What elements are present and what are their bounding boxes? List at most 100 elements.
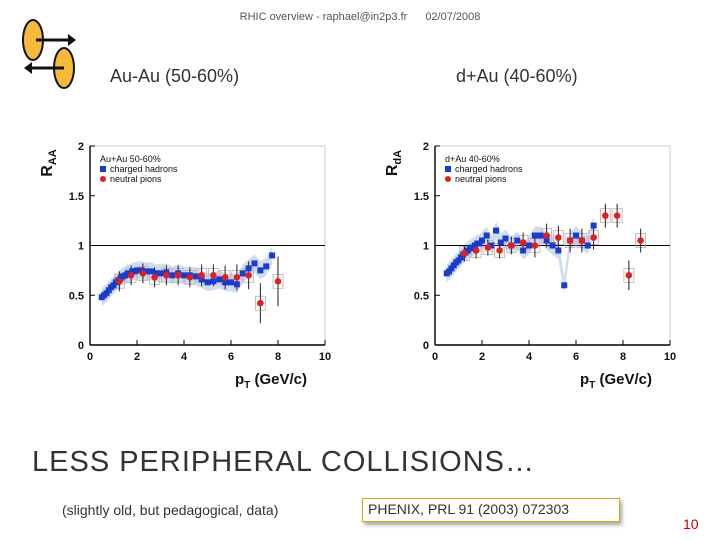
auau-hadron-point [245, 265, 252, 272]
auau-y-tick-label: 0.5 [69, 290, 84, 302]
dau-hadron-point [561, 282, 568, 289]
dau-hadron-point [493, 227, 500, 234]
auau-legend-header: Au+Au 50-60% [100, 154, 161, 164]
auau-hadron-point [269, 252, 276, 259]
dau-hadron-point [526, 242, 532, 249]
raa-auau-chart: 0 2 4 6 8 10 0 0.5 1 1.5 2 RAA pT (GeV/c) Au+Au 50-60… [39, 141, 331, 391]
dau-hadron-point [497, 239, 504, 246]
auau-hadron-point [152, 270, 159, 277]
dau-pion-point [578, 237, 586, 244]
dau-hadron-point [488, 242, 495, 249]
auau-pion-point [116, 278, 123, 285]
dau-x-tick-label: 0 [432, 351, 438, 363]
dau-pion-point [590, 234, 597, 241]
dau-hadron-point [520, 247, 527, 254]
dau-legend-label: charged hadrons [455, 164, 523, 174]
dau-legend-marker-pions [445, 176, 451, 182]
dau-hadron-point [573, 232, 579, 239]
auau-x-tick-label: 4 [181, 351, 188, 363]
dau-hadron-point [502, 235, 509, 242]
dau-y-tick-label: 1 [423, 241, 429, 253]
auau-hadron-point [192, 273, 199, 280]
dau-pion-point [613, 212, 621, 219]
auau-x-tick-label: 2 [134, 351, 140, 363]
auau-pion-point [210, 272, 217, 279]
dau-pion-point [519, 239, 527, 246]
panel-title-auau: Au-Au (50-60%) [110, 66, 240, 86]
auau-hadron-point [239, 270, 246, 277]
auau-y-tick-label: 0 [78, 340, 84, 352]
auau-pion-point [151, 274, 158, 281]
dau-y-tick-label: 2 [423, 141, 429, 153]
auau-hadron-point [181, 272, 187, 279]
phenix-arrows-logo-icon [22, 19, 76, 89]
dau-x-tick-label: 4 [526, 351, 533, 363]
dau-legend-label: neutral pions [455, 174, 507, 184]
auau-hadron-point [134, 267, 140, 274]
auau-pion-point [221, 274, 229, 281]
auau-pion-point [274, 278, 282, 285]
dau-legend-marker-hadrons [445, 166, 451, 172]
dau-pion-point [625, 272, 633, 279]
page-number: 10 [683, 516, 699, 532]
auau-hadron-point [143, 268, 150, 275]
auau-legend-label: neutral pions [110, 174, 162, 184]
dau-hadron-point [555, 247, 562, 254]
rda-dau-chart: 0 2 4 6 8 10 0 0.5 1 1.5 2 RdA pT (GeV/c) d+Au 40-60%… [384, 141, 676, 391]
dau-legend-header: d+Au 40-60% [445, 154, 500, 164]
auau-legend-label: charged hadrons [110, 164, 178, 174]
auau-hadron-point [210, 278, 217, 285]
auau-pion-point [245, 272, 252, 279]
dau-x-tick-label: 2 [479, 351, 485, 363]
auau-hadron-point [233, 281, 240, 288]
auau-hadron-point [204, 279, 211, 286]
dau-x-axis-label: pT (GeV/c) [580, 371, 652, 391]
auau-hadron-point [251, 260, 258, 267]
auau-legend-marker-pions [100, 176, 106, 182]
dau-pion-point [496, 247, 503, 254]
dau-hadron-point [531, 232, 538, 239]
auau-hadron-point [216, 276, 223, 283]
dau-pion-point [637, 237, 644, 244]
slide-header: RHIC overview - raphael@in2p3.fr 02/07/20… [0, 11, 720, 23]
dau-y-tick-label: 0.5 [414, 290, 429, 302]
auau-pion-point [127, 272, 135, 279]
dau-pion-point [531, 242, 539, 249]
auau-legend-marker-hadrons [100, 166, 106, 172]
header-date: 02/07/2008 [425, 11, 481, 23]
auau-hadron-point [257, 267, 264, 274]
dau-x-tick-label: 6 [573, 351, 579, 363]
dau-hadron-point [543, 237, 550, 244]
auau-pion-point [233, 274, 241, 281]
panel-title-dau: d+Au (40-60%) [456, 66, 578, 86]
auau-hadron-point [222, 279, 229, 286]
dau-pion-point [566, 237, 574, 244]
reference-citation: PHENIX, PRL 91 (2003) 072303 [368, 501, 570, 517]
dau-pion-point [555, 234, 562, 241]
auau-hadron-point [198, 276, 205, 283]
dau-pion-point [543, 232, 550, 239]
auau-y-tick-label: 2 [78, 141, 84, 153]
auau-hadron-point [148, 268, 155, 275]
reference-box [362, 498, 620, 522]
dau-hadron-point [479, 237, 485, 244]
slide-subtitle: (slightly old, but pedagogical, data) [62, 502, 279, 518]
auau-pion-point [163, 272, 170, 279]
dau-hadron-point [537, 232, 544, 239]
dau-pion-point [461, 250, 468, 257]
dau-hadron-band [446, 216, 594, 295]
dau-x-tick-label: 10 [664, 351, 676, 363]
auau-x-axis-label: pT (GeV/c) [235, 371, 307, 391]
dau-y-axis-label: RdA [384, 150, 404, 176]
auau-x-tick-label: 10 [319, 351, 331, 363]
dau-y-tick-label: 1.5 [414, 191, 429, 203]
dau-hadron-point [514, 237, 521, 244]
dau-y-tick-label: 0 [423, 340, 429, 352]
dau-x-tick-label: 8 [620, 351, 626, 363]
dau-pion-point [508, 242, 515, 249]
auau-pion-point [186, 274, 194, 281]
dau-hadron-point [584, 242, 591, 249]
auau-pion-point [174, 272, 182, 279]
auau-x-tick-label: 6 [228, 351, 234, 363]
auau-pion-point [198, 272, 205, 279]
